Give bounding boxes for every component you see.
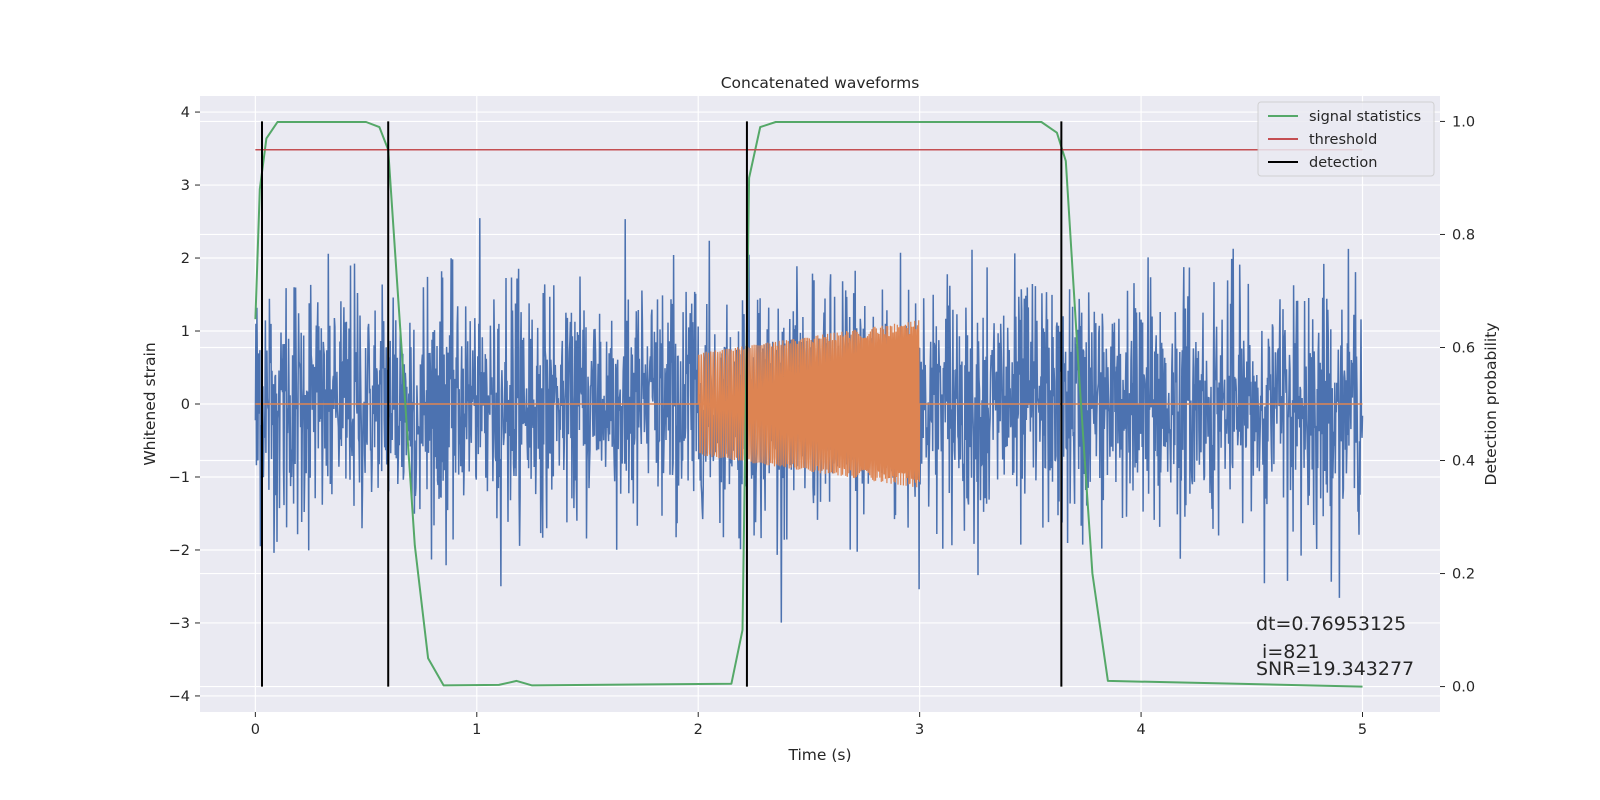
- chart-title: Concatenated waveforms: [721, 74, 920, 92]
- y-tick-label: 1: [181, 324, 190, 340]
- y-axis-ticks: −4 −3 −2 −1 0 1 2 3 4: [169, 105, 200, 705]
- annotation-dt: dt=0.76953125: [1256, 613, 1406, 635]
- y2-axis-ticks: 0.0 0.2 0.4 0.6 0.8 1.0: [1440, 114, 1475, 696]
- injection-line: [697, 320, 921, 488]
- y2-tick-label: 0.2: [1452, 567, 1475, 583]
- y2-tick-label: 0.0: [1452, 680, 1475, 696]
- x-tick-label: 4: [1136, 722, 1145, 738]
- x-axis-label: Time (s): [787, 746, 851, 764]
- y-tick-label: 4: [181, 105, 190, 121]
- y2-tick-label: 0.8: [1452, 227, 1475, 243]
- y-tick-label: 0: [181, 397, 190, 413]
- legend-signal-statistics-label: signal statistics: [1309, 109, 1421, 125]
- x-axis-ticks: 0 1 2 3 4 5: [251, 712, 1367, 738]
- y-tick-label: −2: [169, 543, 190, 559]
- injection-series: [697, 320, 921, 488]
- y2-tick-label: 1.0: [1452, 114, 1475, 130]
- y-tick-label: 2: [181, 251, 190, 267]
- legend: signal statistics threshold detection: [1257, 101, 1435, 177]
- y2-tick-label: 0.6: [1452, 340, 1475, 356]
- annotation-snr: SNR=19.343277: [1256, 658, 1414, 680]
- annotation-index: i=821: [1256, 641, 1320, 663]
- detection-series: [261, 121, 1063, 687]
- legend-box: [1257, 101, 1435, 177]
- y-tick-label: 3: [181, 178, 190, 194]
- x-tick-label: 5: [1358, 722, 1367, 738]
- y-axis-label: Whitened strain: [141, 342, 159, 465]
- y2-axis-label: Detection probability: [1482, 323, 1500, 486]
- y-tick-label: −1: [169, 470, 190, 486]
- y2-tick-label: 0.4: [1452, 454, 1475, 470]
- x-tick-label: 2: [694, 722, 703, 738]
- legend-threshold-label: threshold: [1309, 132, 1377, 148]
- signal-statistics-series: [254, 121, 1363, 688]
- signal-statistics-line: [254, 121, 1363, 688]
- x-tick-label: 0: [251, 722, 260, 738]
- x-tick-label: 1: [472, 722, 481, 738]
- y-tick-label: −4: [169, 689, 190, 705]
- x-tick-label: 3: [915, 722, 924, 738]
- legend-detection-label: detection: [1309, 155, 1377, 171]
- y-tick-label: −3: [169, 616, 190, 632]
